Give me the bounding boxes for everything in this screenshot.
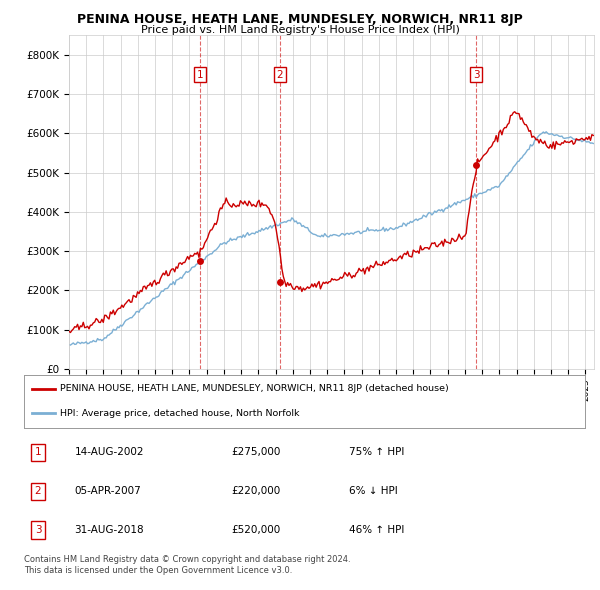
Text: 3: 3 — [473, 70, 479, 80]
Text: 1: 1 — [35, 447, 41, 457]
Text: 31-AUG-2018: 31-AUG-2018 — [74, 525, 144, 535]
Text: 2: 2 — [277, 70, 283, 80]
Text: £275,000: £275,000 — [232, 447, 281, 457]
Point — [196, 256, 205, 266]
Point — [472, 160, 481, 169]
Text: Price paid vs. HM Land Registry's House Price Index (HPI): Price paid vs. HM Land Registry's House … — [140, 25, 460, 35]
Text: 75% ↑ HPI: 75% ↑ HPI — [349, 447, 405, 457]
Text: £220,000: £220,000 — [232, 486, 281, 496]
Text: 14-AUG-2002: 14-AUG-2002 — [74, 447, 144, 457]
Text: HPI: Average price, detached house, North Norfolk: HPI: Average price, detached house, Nort… — [61, 409, 300, 418]
Text: PENINA HOUSE, HEATH LANE, MUNDESLEY, NORWICH, NR11 8JP: PENINA HOUSE, HEATH LANE, MUNDESLEY, NOR… — [77, 13, 523, 26]
Text: 1: 1 — [197, 70, 203, 80]
Text: PENINA HOUSE, HEATH LANE, MUNDESLEY, NORWICH, NR11 8JP (detached house): PENINA HOUSE, HEATH LANE, MUNDESLEY, NOR… — [61, 385, 449, 394]
Text: 05-APR-2007: 05-APR-2007 — [74, 486, 141, 496]
Text: 3: 3 — [35, 525, 41, 535]
Text: 6% ↓ HPI: 6% ↓ HPI — [349, 486, 398, 496]
Text: 2: 2 — [35, 486, 41, 496]
Text: 46% ↑ HPI: 46% ↑ HPI — [349, 525, 405, 535]
Text: Contains HM Land Registry data © Crown copyright and database right 2024.
This d: Contains HM Land Registry data © Crown c… — [24, 555, 350, 575]
Point — [275, 278, 285, 287]
Text: £520,000: £520,000 — [232, 525, 281, 535]
